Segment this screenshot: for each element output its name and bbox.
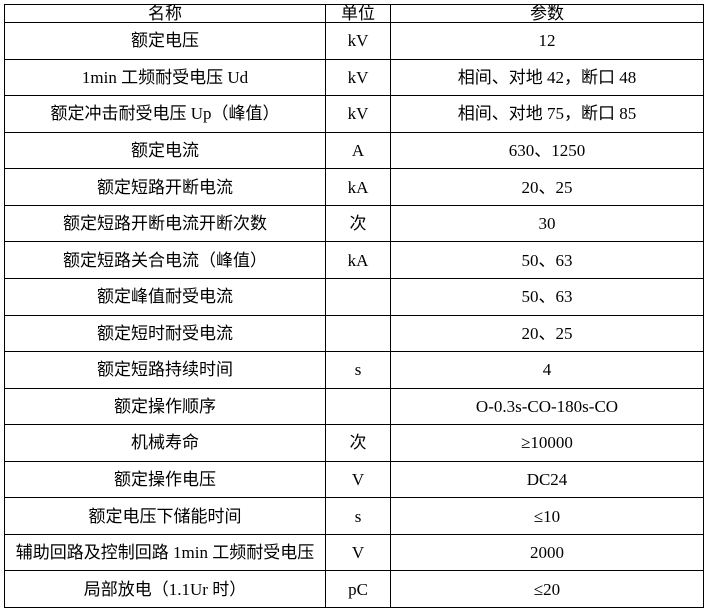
parameter-value-cell: 630、1250 (390, 131, 704, 170)
parameter-value-cell: 50、63 (390, 241, 704, 279)
parameter-name-cell: 额定电压下储能时间 (4, 497, 326, 535)
spec-table: 名称 单位 参数 额定电压 kV 12 1min 工频耐受电压 Ud kV 相间… (4, 4, 704, 608)
header-row: 名称 单位 参数 (4, 4, 704, 23)
parameter-name-cell: 辅助回路及控制回路 1min 工频耐受电压 (4, 533, 326, 572)
parameter-name-cell: 额定电流 (4, 131, 326, 170)
parameter-value-cell: ≤20 (390, 570, 704, 608)
parameter-value-cell: 12 (390, 22, 704, 60)
parameter-name-cell: 1min 工频耐受电压 Ud (4, 58, 326, 97)
parameter-name-cell: 额定短路开断电流开断次数 (4, 204, 326, 243)
table-row: 额定短路开断电流 kA 20、25 (4, 168, 704, 206)
table-row: 额定短时耐受电流 20、25 (4, 314, 704, 353)
unit-cell: V (325, 533, 391, 572)
table-row: 额定峰值耐受电流 50、63 (4, 277, 704, 316)
table-row: 额定短路持续时间 s 4 (4, 351, 704, 389)
parameter-name-cell: 额定短时耐受电流 (4, 314, 326, 353)
unit-cell: kV (325, 22, 391, 60)
parameter-name-cell: 额定电压 (4, 22, 326, 60)
parameter-value-cell: 2000 (390, 533, 704, 572)
table-row: 额定操作顺序 O-0.3s-CO-180s-CO (4, 387, 704, 426)
unit-cell: kA (325, 241, 391, 279)
parameter-name-cell: 额定峰值耐受电流 (4, 277, 326, 316)
parameter-value-cell: 相间、对地 42，断口 48 (390, 58, 704, 97)
parameter-value-cell: 相间、对地 75，断口 85 (390, 95, 704, 133)
unit-cell: A (325, 131, 391, 170)
table-row: 额定短路关合电流（峰值） kA 50、63 (4, 241, 704, 279)
unit-cell (325, 314, 391, 353)
table-row: 机械寿命 次 ≥10000 (4, 424, 704, 462)
parameter-value-cell: ≥10000 (390, 424, 704, 462)
unit-cell: 次 (325, 204, 391, 243)
parameter-name-cell: 额定操作顺序 (4, 387, 326, 426)
table-row: 辅助回路及控制回路 1min 工频耐受电压 V 2000 (4, 533, 704, 572)
parameter-name-cell: 局部放电（1.1Ur 时） (4, 570, 326, 608)
unit-cell (325, 277, 391, 316)
parameter-value-cell: 4 (390, 351, 704, 389)
parameter-value-cell: 20、25 (390, 168, 704, 206)
parameter-value-cell: 50、63 (390, 277, 704, 316)
column-header-value: 参数 (390, 4, 704, 23)
parameter-name-cell: 额定短路关合电流（峰值） (4, 241, 326, 279)
unit-cell: s (325, 497, 391, 535)
table-row: 额定电压下储能时间 s ≤10 (4, 497, 704, 535)
unit-cell (325, 387, 391, 426)
unit-cell: pC (325, 570, 391, 608)
parameter-name-cell: 额定短路开断电流 (4, 168, 326, 206)
table-row: 额定冲击耐受电压 Up（峰值） kV 相间、对地 75，断口 85 (4, 95, 704, 133)
parameter-value-cell: 20、25 (390, 314, 704, 353)
parameter-name-cell: 额定短路持续时间 (4, 351, 326, 389)
table-row: 额定操作电压 V DC24 (4, 460, 704, 499)
unit-cell: kA (325, 168, 391, 206)
unit-cell: s (325, 351, 391, 389)
unit-cell: kV (325, 95, 391, 133)
parameter-value-cell: O-0.3s-CO-180s-CO (390, 387, 704, 426)
column-header-name: 名称 (4, 4, 326, 23)
table-row: 额定电流 A 630、1250 (4, 131, 704, 170)
parameter-value-cell: 30 (390, 204, 704, 243)
parameter-value-cell: DC24 (390, 460, 704, 499)
unit-cell: 次 (325, 424, 391, 462)
parameter-name-cell: 机械寿命 (4, 424, 326, 462)
table-row: 1min 工频耐受电压 Ud kV 相间、对地 42，断口 48 (4, 58, 704, 97)
table-row: 额定电压 kV 12 (4, 22, 704, 60)
parameter-name-cell: 额定冲击耐受电压 Up（峰值） (4, 95, 326, 133)
table-row: 局部放电（1.1Ur 时） pC ≤20 (4, 570, 704, 608)
column-header-unit: 单位 (325, 4, 391, 23)
unit-cell: V (325, 460, 391, 499)
unit-cell: kV (325, 58, 391, 97)
parameter-value-cell: ≤10 (390, 497, 704, 535)
parameter-name-cell: 额定操作电压 (4, 460, 326, 499)
table-row: 额定短路开断电流开断次数 次 30 (4, 204, 704, 243)
